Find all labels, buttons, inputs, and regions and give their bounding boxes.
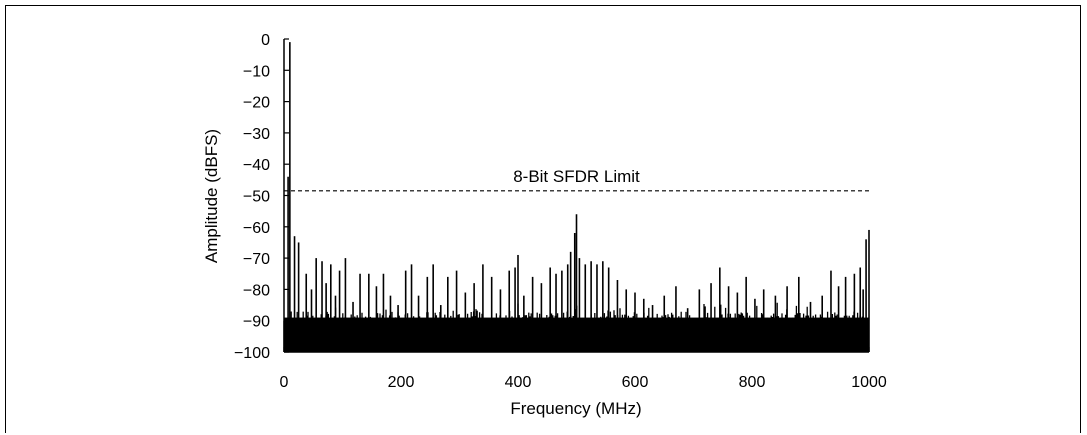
sfdr-limit-label: 8-Bit SFDR Limit — [513, 167, 640, 186]
x-tick-label: 1000 — [851, 374, 887, 391]
x-axis-label: Frequency (MHz) — [510, 399, 641, 418]
y-axis-label: Amplitude (dBFS) — [202, 129, 221, 263]
y-tick-label: −50 — [243, 189, 270, 206]
y-tick-label: −10 — [243, 63, 270, 80]
x-tick-label: 200 — [388, 374, 415, 391]
y-tick-label: −100 — [234, 345, 270, 362]
x-tick-label: 600 — [622, 374, 649, 391]
y-tick-label: −70 — [243, 251, 270, 268]
y-tick-label: −60 — [243, 220, 270, 237]
figure-frame — [5, 5, 1081, 433]
x-tick-label: 0 — [280, 374, 289, 391]
y-tick-label: −20 — [243, 95, 270, 112]
y-tick-label: −40 — [243, 157, 270, 174]
x-ticks: 0 200 400 600 800 1000 — [280, 347, 887, 391]
x-tick-label: 400 — [505, 374, 532, 391]
y-tick-label: −30 — [243, 126, 270, 143]
y-tick-label: −90 — [243, 314, 270, 331]
y-tick-label: 0 — [261, 32, 270, 49]
y-tick-label: −80 — [243, 282, 270, 299]
x-tick-label: 800 — [739, 374, 766, 391]
spectral-spurs — [287, 42, 870, 352]
y-ticks: 0 −10 −20 −30 −40 −50 −60 −70 −80 −90 −100 — [234, 32, 289, 362]
